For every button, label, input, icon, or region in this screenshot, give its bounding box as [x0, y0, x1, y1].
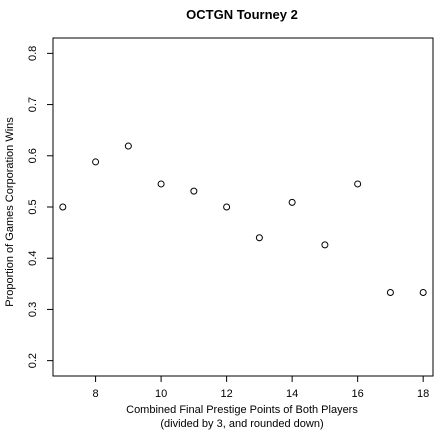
data-point — [255, 234, 263, 242]
data-point — [124, 142, 132, 150]
y-tick-label: 0.8 — [27, 46, 39, 61]
y-tick-label: 0.5 — [27, 199, 39, 214]
data-point — [321, 241, 329, 249]
x-tick-label: 12 — [220, 388, 232, 400]
x-tick-label: 8 — [93, 388, 99, 400]
data-point — [386, 289, 394, 297]
x-tick-label: 16 — [352, 388, 364, 400]
y-tick-label: 0.7 — [27, 97, 39, 112]
y-tick-label: 0.6 — [27, 148, 39, 163]
data-point — [419, 289, 427, 297]
chart-title: OCTGN Tourney 2 — [186, 7, 298, 22]
plot-frame — [52, 37, 434, 377]
data-point — [59, 203, 67, 211]
x-axis-label-sub: (divided by 3, and rounded down) — [160, 418, 323, 430]
x-tick-label: 18 — [417, 388, 429, 400]
x-tick-label: 14 — [286, 388, 298, 400]
y-axis-label: Proportion of Games Corporation Wins — [4, 117, 16, 307]
x-axis: 8 10 12 14 16 18 — [93, 376, 429, 400]
x-axis-label: Combined Final Prestige Points of Both P… — [126, 404, 358, 416]
y-tick-label: 0.4 — [27, 251, 39, 266]
x-tick-label: 10 — [155, 388, 167, 400]
data-point — [288, 198, 296, 206]
y-axis: 0.2 0.3 0.4 0.5 0.6 0.7 0.8 — [27, 46, 53, 368]
data-point — [354, 180, 362, 188]
data-point — [157, 180, 165, 188]
data-points — [59, 142, 427, 297]
data-point — [223, 203, 231, 211]
y-tick-label: 0.3 — [27, 302, 39, 317]
data-point — [92, 158, 100, 166]
data-point — [190, 187, 198, 195]
y-tick-label: 0.2 — [27, 353, 39, 368]
